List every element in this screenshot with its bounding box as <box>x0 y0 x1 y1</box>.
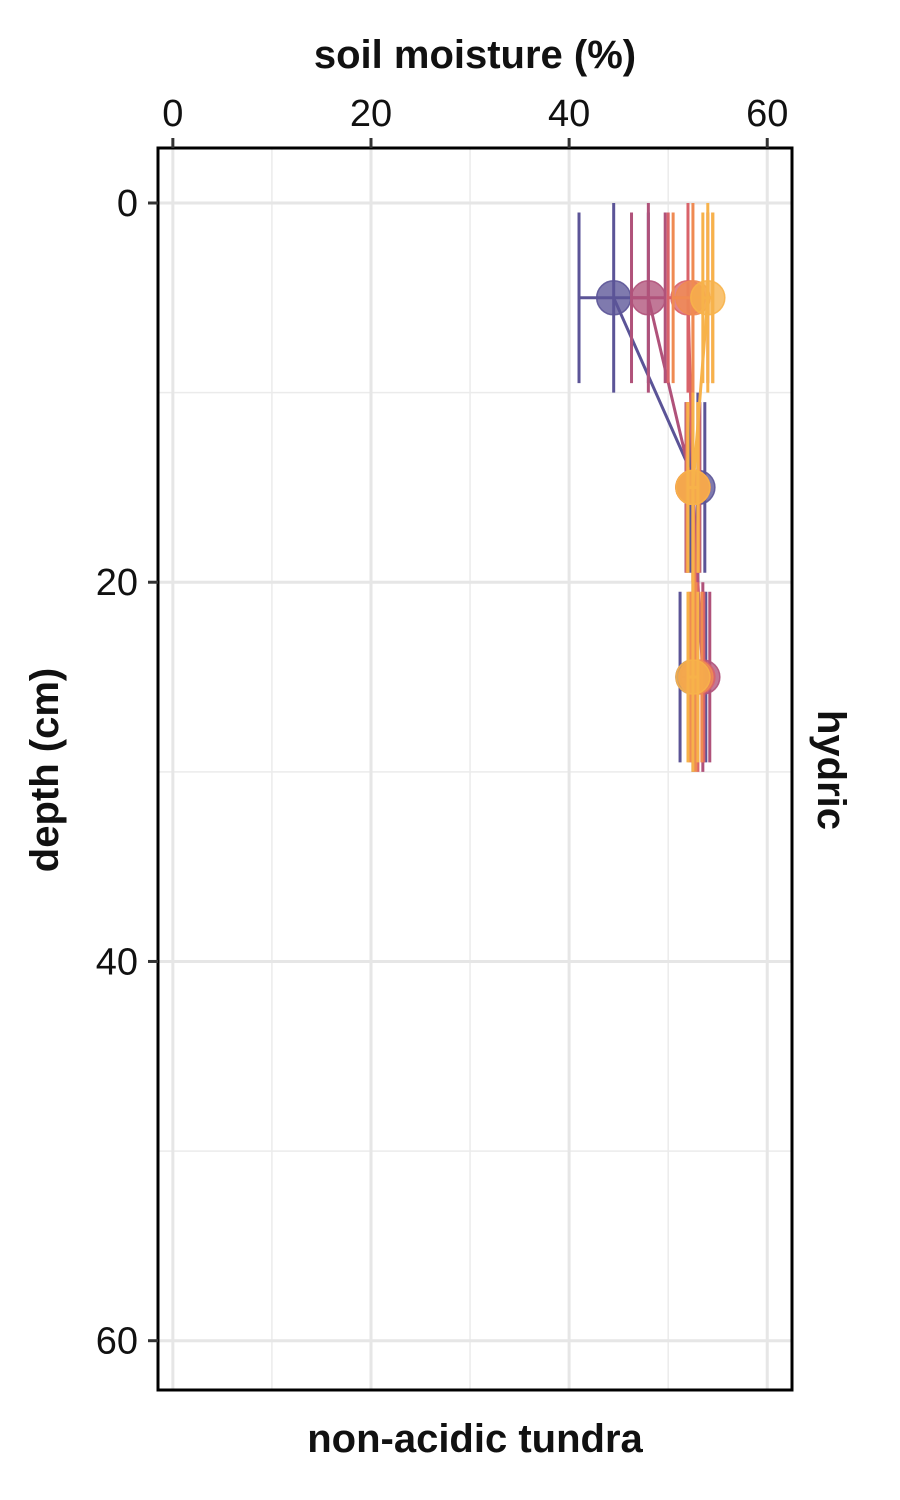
data-marks <box>577 202 726 772</box>
panel-caption: non-acidic tundra <box>307 1417 643 1461</box>
y-tick-label: 20 <box>96 562 138 604</box>
data-point <box>675 469 711 506</box>
y-axis-title: depth (cm) <box>23 668 67 872</box>
series-5 <box>675 202 726 772</box>
y-tick-label: 40 <box>96 941 138 983</box>
panel-border <box>156 146 794 1392</box>
axis-ticks: 0 20 40 60 0 20 40 60 <box>96 93 789 1363</box>
data-point <box>630 280 667 316</box>
x-tick-label: 20 <box>350 93 392 135</box>
facet-strip-label: hydric <box>809 710 853 830</box>
grid <box>158 148 792 1390</box>
data-point <box>595 280 632 316</box>
y-tick-label: 0 <box>117 183 138 225</box>
x-tick-label: 40 <box>548 93 590 135</box>
y-tick-label: 60 <box>96 1321 138 1363</box>
data-point <box>690 280 726 316</box>
x-tick-label: 60 <box>746 93 788 135</box>
x-axis-title: soil moisture (%) <box>314 33 636 77</box>
x-tick-label: 0 <box>162 93 183 135</box>
data-point <box>675 659 711 695</box>
